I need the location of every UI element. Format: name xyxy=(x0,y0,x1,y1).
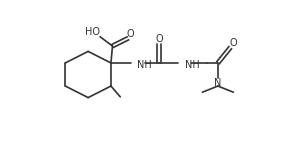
Text: HO: HO xyxy=(85,27,100,37)
Text: NH: NH xyxy=(137,60,152,70)
Text: O: O xyxy=(155,34,163,44)
Text: N: N xyxy=(214,78,222,88)
Text: NH: NH xyxy=(185,60,199,70)
Text: O: O xyxy=(230,38,237,48)
Text: O: O xyxy=(127,29,134,39)
